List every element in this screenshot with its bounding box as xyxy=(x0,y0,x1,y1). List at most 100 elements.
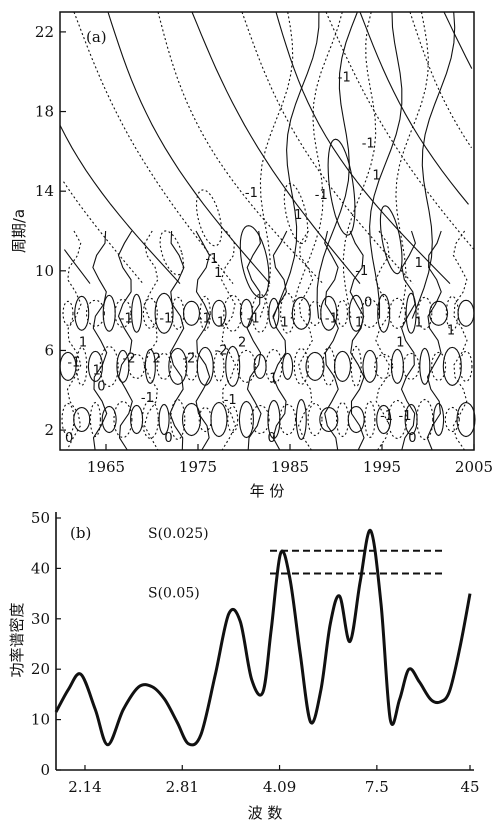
b-y-tick-label-1: 10 xyxy=(31,711,50,729)
contour-line-131 xyxy=(400,230,416,451)
contour-label-7: 1 xyxy=(372,168,380,183)
contour-label-38: 0 xyxy=(267,431,275,446)
reference-label-1: S(0.05) xyxy=(148,585,200,601)
contour-line-106 xyxy=(417,296,433,330)
spectrum-point-37 xyxy=(469,592,471,594)
spectrum-point-5 xyxy=(122,708,124,710)
contour-line-66 xyxy=(227,405,239,434)
contour-line-105 xyxy=(404,403,418,436)
spectrum-point-20 xyxy=(299,653,301,655)
contour-line-46 xyxy=(142,297,158,329)
a-y-tick-label-0: 2 xyxy=(44,421,54,439)
a-y-tick-label-3: 14 xyxy=(35,182,54,200)
b-y-tick-label-0: 0 xyxy=(40,761,50,779)
contour-label-13: 1 xyxy=(217,316,225,331)
b-x-tick-label-3: 7.5 xyxy=(365,778,389,796)
contour-line-86 xyxy=(322,346,336,387)
a-x-tick-label-2: 1985 xyxy=(271,458,309,476)
a-y-tick-label-4: 18 xyxy=(35,103,54,121)
spectrum-point-11 xyxy=(200,734,202,736)
contour-line-91 xyxy=(348,294,364,332)
contour-line-126 xyxy=(272,230,288,451)
contour-label-20: 1 xyxy=(79,335,87,350)
contour-line-23 xyxy=(239,225,270,299)
contour-line-52 xyxy=(171,296,185,330)
contour-line-81 xyxy=(295,398,307,441)
contour-line-69 xyxy=(238,400,254,439)
contour-line-95 xyxy=(362,349,378,383)
contour-line-65 xyxy=(225,345,241,387)
contour-line-30 xyxy=(61,402,75,437)
spectrum-point-36 xyxy=(458,648,460,650)
contour-label-5: -1 xyxy=(338,71,351,86)
contour-line-132 xyxy=(426,230,442,451)
contour-line-107 xyxy=(419,347,431,386)
contour-line-119 xyxy=(92,230,108,451)
contour-line-89 xyxy=(333,350,352,382)
spectrum-point-6 xyxy=(138,686,140,688)
contour-line-22 xyxy=(195,189,223,247)
contour-line-43 xyxy=(131,293,143,333)
contour-line-93 xyxy=(347,405,365,434)
contour-line-41 xyxy=(116,349,130,383)
contour-line-120 xyxy=(117,230,133,451)
contour-label-28: 1 xyxy=(93,363,101,378)
contour-line-11 xyxy=(409,11,472,149)
spectrum-point-2 xyxy=(80,673,82,675)
contour-label-11: -1 xyxy=(159,312,172,327)
panel-b-label: (b) xyxy=(70,524,91,542)
spectrum-point-12 xyxy=(214,673,216,675)
contour-line-35 xyxy=(87,350,103,382)
contour-line-102 xyxy=(387,399,407,440)
spectrum-point-21 xyxy=(309,721,311,723)
spectrum-point-3 xyxy=(94,708,96,710)
contour-line-96 xyxy=(364,400,376,439)
contour-line-101 xyxy=(390,348,404,384)
spectrum-point-31 xyxy=(408,668,410,670)
contour-line-94 xyxy=(360,298,380,328)
contour-line-2 xyxy=(59,124,181,284)
contour-line-29 xyxy=(59,351,77,381)
panel-b-y-axis-title: 功率谱密度 xyxy=(8,602,26,677)
contour-line-124 xyxy=(220,230,236,451)
contour-line-112 xyxy=(445,295,459,331)
panel-a-x-axis-title: 年 份 xyxy=(250,482,285,500)
contour-line-20 xyxy=(395,11,429,319)
contour-label-4: -1 xyxy=(315,188,328,203)
contour-label-31: -1 xyxy=(141,391,154,406)
b-x-tick-label-1: 2.81 xyxy=(166,778,199,796)
contour-line-34 xyxy=(85,299,105,327)
contour-label-24: -2 xyxy=(215,343,228,358)
contour-line-113 xyxy=(442,346,462,386)
contour-label-1: 1 xyxy=(214,266,222,281)
spectrum-point-18 xyxy=(279,552,281,554)
contour-line-118 xyxy=(66,230,82,451)
b-y-tick-label-5: 50 xyxy=(31,509,50,527)
contour-line-38 xyxy=(99,345,119,387)
contour-label-32: 1 xyxy=(269,371,277,386)
spectrum-point-25 xyxy=(349,640,351,642)
contour-label-37: 0 xyxy=(164,431,172,446)
contour-label-9: 1 xyxy=(415,256,423,271)
contour-label-6: -1 xyxy=(362,136,375,151)
contour-label-22: 2 xyxy=(152,351,160,366)
panel-b-x-ticks: 2.14 2.81 4.09 7.5 45 xyxy=(68,765,480,796)
contour-label-21: -2 xyxy=(123,351,136,366)
spectrum-point-23 xyxy=(329,623,331,625)
contour-label-39: 0 xyxy=(408,431,416,446)
contour-label-35: -1 xyxy=(399,409,412,424)
b-x-tick-label-0: 2.14 xyxy=(68,778,101,796)
spectrum-point-17 xyxy=(270,628,272,630)
contour-line-67 xyxy=(239,298,253,328)
spectrum-point-1 xyxy=(67,688,69,690)
panel-b-y-ticks: 0 10 20 30 40 50 xyxy=(31,509,61,779)
contour-label-33: -1 xyxy=(224,393,237,408)
spectrum-point-15 xyxy=(250,678,252,680)
contour-line-58 xyxy=(199,295,211,331)
panel-a-label: (a) xyxy=(86,28,107,46)
contour-line-133 xyxy=(452,230,468,451)
contour-line-60 xyxy=(198,406,212,433)
panel-a-frame xyxy=(59,11,475,451)
spectrum-point-30 xyxy=(398,698,400,700)
